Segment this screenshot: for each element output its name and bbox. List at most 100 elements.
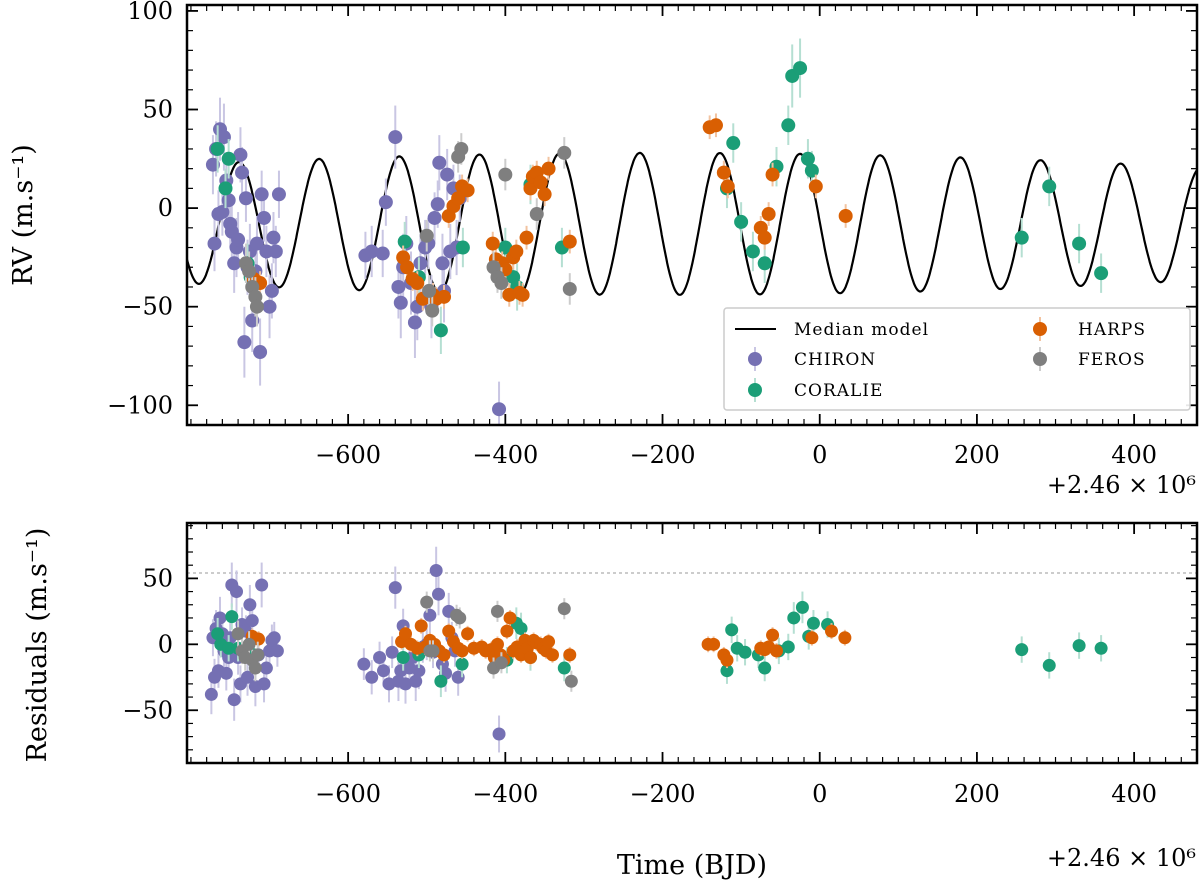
rv-chiron-point [432, 155, 447, 170]
rv-harps-point [485, 236, 500, 251]
residuals-harps-point [461, 627, 475, 641]
rv-feros-point [425, 303, 440, 318]
rv-chiron-point [205, 157, 220, 172]
residuals-chiron-point [219, 666, 233, 680]
rv-harps-point [765, 167, 780, 182]
residuals-harps-point [542, 635, 556, 649]
rv-coralie-point [498, 240, 513, 255]
residuals-chiron-point [227, 693, 241, 707]
residuals-chiron-point [243, 598, 257, 612]
median-model-line [187, 151, 1197, 296]
rv-harps-point [541, 161, 556, 176]
residuals-chiron-point [270, 644, 284, 658]
residuals-chiron-point [257, 677, 271, 691]
legend-label-harps: HARPS [1078, 320, 1146, 340]
residuals-series-feros [231, 591, 578, 692]
rv-harps-point [562, 234, 577, 249]
rv-coralie-point [433, 323, 448, 338]
residuals-harps-point [523, 651, 537, 665]
residuals-feros-point [420, 595, 434, 609]
rv-chiron-point [266, 230, 281, 245]
rv-chiron-point [233, 147, 248, 162]
residuals-chiron-point [373, 651, 387, 665]
rv-harps-point [757, 230, 772, 245]
rv-chiron-point [221, 193, 236, 208]
rv-feros-point [557, 145, 572, 160]
rv-x-tick-label: −400 [472, 441, 538, 469]
legend-coralie-marker [748, 383, 762, 397]
rv-coralie-point [800, 151, 815, 166]
residuals-feros-point [557, 602, 571, 616]
rv-chiron-point [235, 165, 250, 180]
rv-harps-point [410, 276, 425, 291]
rv-harps-point [400, 260, 415, 275]
rv-harps-point [460, 183, 475, 198]
rv-axes-frame [185, 3, 1199, 427]
residuals-coralie-point [1072, 639, 1086, 653]
rv-chiron-point [216, 130, 231, 145]
residuals-coralie-point [455, 657, 469, 671]
rv-coralie-point [210, 141, 225, 156]
residuals-x-tick-label: −200 [630, 780, 696, 808]
residuals-chiron-point [492, 727, 506, 741]
residuals-feros-point [251, 648, 265, 662]
rv-chiron-point [364, 244, 379, 259]
rv-harps-point [720, 179, 735, 194]
residuals-panel: −600 −400 −200 0 200 400 50 0 −50 Residuals (m.s… [22, 521, 1199, 881]
rv-chiron-point [375, 246, 390, 261]
residuals-chiron-point [388, 581, 402, 595]
rv-harps-point [515, 287, 530, 302]
legend-chiron-marker [748, 352, 762, 366]
rv-chiron-point [393, 295, 408, 310]
residuals-chiron-point [204, 687, 218, 701]
rv-x-tick-label: 400 [1111, 441, 1157, 469]
legend-label-feros: FEROS [1078, 350, 1146, 370]
rv-chiron-point [388, 130, 403, 145]
residuals-axes-frame [185, 521, 1199, 765]
residuals-coralie-point [781, 640, 795, 654]
rv-chiron-point [492, 402, 507, 417]
residuals-chiron-point [213, 611, 227, 625]
rv-coralie-point [757, 256, 772, 271]
rv-data-layer [187, 38, 1197, 425]
rv-chiron-point [430, 197, 445, 212]
residuals-coralie-point [758, 661, 772, 675]
residuals-x-tick-label: −400 [472, 780, 538, 808]
rv-x-tick-label: 0 [812, 441, 827, 469]
residuals-coralie-point [225, 610, 239, 624]
rv-series-feros [238, 133, 577, 327]
rv-chiron-point [262, 299, 277, 314]
rv-feros-point [249, 299, 264, 314]
rv-harps-point [838, 208, 853, 223]
rv-y-tick-label: −50 [122, 293, 173, 321]
residuals-chiron-point [267, 631, 281, 645]
rv-ticklabel-layer: −600 −400 −200 0 200 400 100 50 0 −50 −100 [107, 0, 1157, 469]
rv-coralie-point [734, 214, 749, 229]
residuals-feros-point [242, 637, 256, 651]
residuals-feros-point [231, 627, 245, 641]
rv-chiron-point [207, 236, 222, 251]
rv-chiron-point [440, 167, 455, 182]
residuals-harps-point [838, 631, 852, 645]
rv-feros-point [454, 141, 469, 156]
rv-coralie-point [1072, 236, 1087, 251]
residuals-ticklabel-layer: −600 −400 −200 0 200 400 50 0 −50 [122, 564, 1157, 808]
rv-feros-point [419, 228, 434, 243]
residuals-harps-point [769, 644, 783, 658]
rv-x-tick-label: 200 [954, 441, 1000, 469]
rv-harps-point [761, 207, 776, 222]
residuals-harps-point [545, 648, 559, 662]
legend: Median model CHIRON CORALIE HARPS FEROS [723, 307, 1191, 411]
residuals-coralie-point [222, 641, 236, 655]
rv-chiron-point [257, 210, 272, 225]
rv-panel: −600 −400 −200 0 200 400 100 50 0 −50 −100 RV (m.s… [8, 0, 1199, 499]
rv-feros-point [422, 283, 437, 298]
residuals-coralie-point [396, 651, 410, 665]
rv-chiron-point [245, 313, 260, 328]
rv-y-tick-label: 100 [127, 0, 173, 25]
rv-y-tick-label: 0 [158, 194, 173, 222]
rv-x-tick-label: −200 [630, 441, 696, 469]
rv-feros-point [529, 207, 544, 222]
rv-harps-point [808, 179, 823, 194]
rv-chiron-point [237, 335, 252, 350]
